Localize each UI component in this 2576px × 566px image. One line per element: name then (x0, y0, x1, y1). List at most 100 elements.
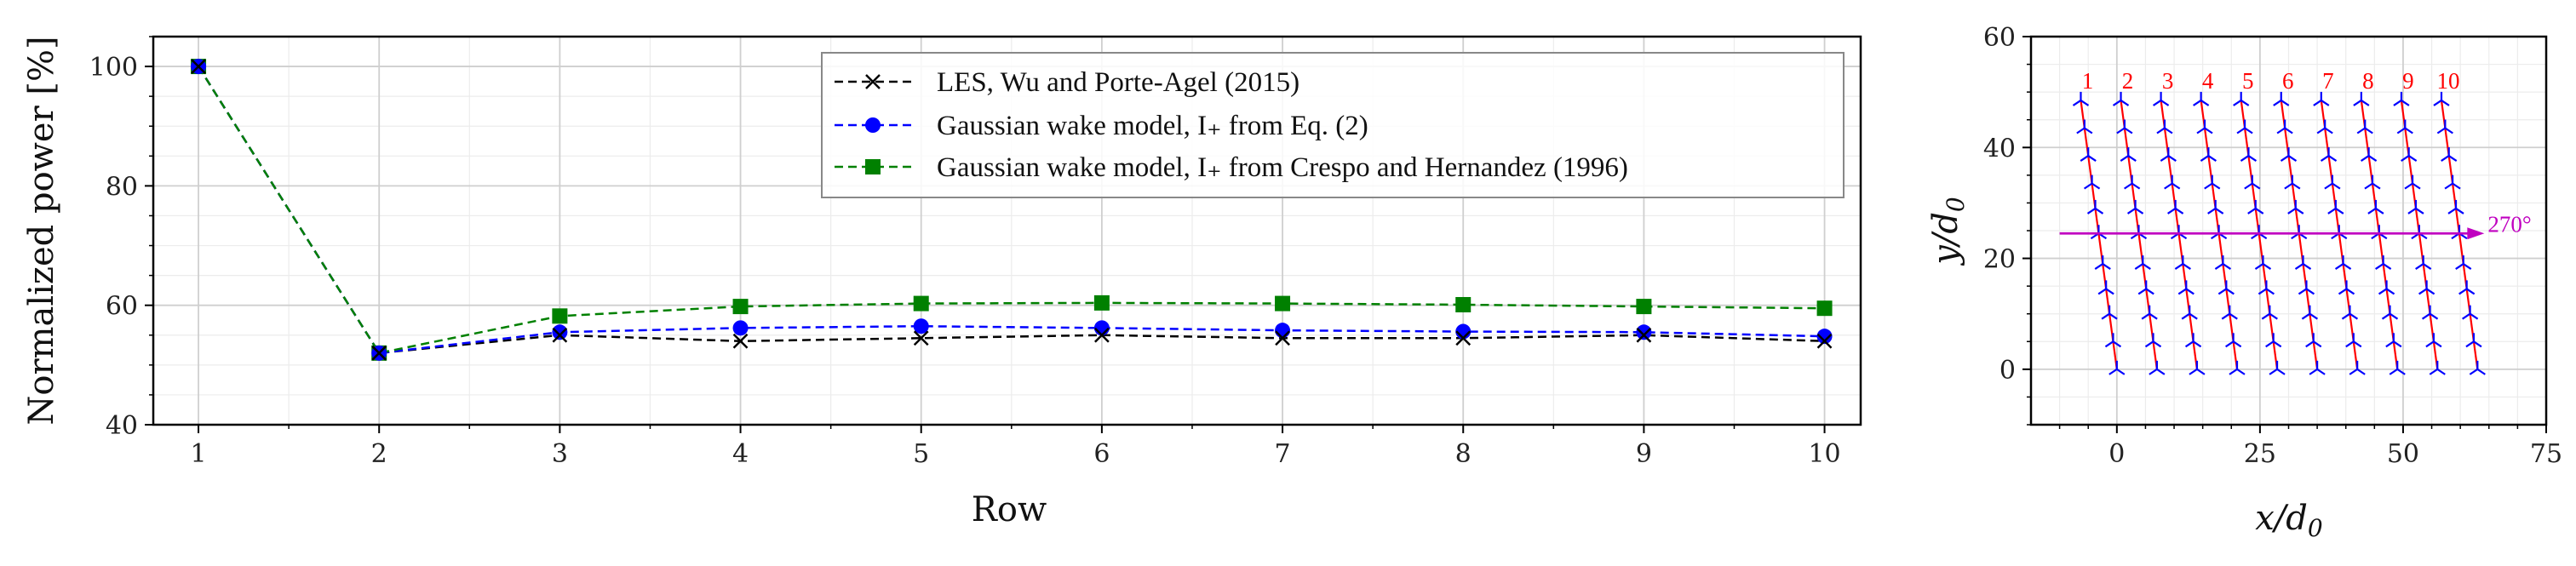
turbine-blade (2378, 288, 2388, 295)
turbine-blade (2301, 312, 2310, 320)
turbine-icon (2447, 199, 2464, 214)
data-point-stroke (1636, 327, 1652, 343)
turbine-icon (2429, 360, 2446, 375)
turbine-blade (2356, 368, 2366, 375)
turbine-blade (2167, 208, 2177, 214)
turbine-blade (2204, 127, 2213, 134)
data-point-stroke (1094, 327, 1110, 343)
turbine-blade (2105, 288, 2114, 295)
turbine-blade (2302, 263, 2312, 271)
turbine-blade (2423, 263, 2432, 271)
data-point (913, 318, 929, 334)
turbine-blade (2094, 263, 2103, 271)
turbine-blade (2321, 99, 2330, 106)
turbine-blade (2469, 368, 2478, 375)
turbine-icon (2097, 280, 2114, 295)
data-point-stroke (913, 330, 929, 346)
turbine-blade (2408, 155, 2418, 162)
data-point (1816, 333, 1833, 349)
turbine-icon (2229, 360, 2246, 375)
row-number-label: 1 (2082, 68, 2094, 94)
turbine-blade (2455, 263, 2464, 271)
turbine-blade (2309, 368, 2318, 375)
turbine-icon (2301, 305, 2318, 320)
turbine-icon (2364, 174, 2381, 190)
turbine-blade (2381, 312, 2391, 320)
turbine-blade (2276, 368, 2286, 375)
turbine-blade (2247, 208, 2257, 214)
turbine-blade (2134, 208, 2144, 214)
turbine-icon (2421, 305, 2439, 320)
turbine-blade (2269, 368, 2278, 375)
turbine-blade (2345, 340, 2355, 348)
turbine-blade (2353, 340, 2362, 348)
turbine-icon (2298, 280, 2315, 295)
x-tick-label: 7 (1275, 439, 1291, 469)
turbine-blade (2309, 312, 2318, 320)
legend-marker (865, 117, 881, 133)
turbine-icon (2167, 199, 2184, 214)
turbine-blade (2393, 340, 2402, 348)
turbine-icon (2254, 255, 2272, 271)
x-tick-label: 25 (2244, 439, 2276, 469)
turbine-blade (2298, 288, 2308, 295)
turbine-blade (2120, 99, 2130, 106)
turbine-icon (2108, 360, 2126, 375)
turbine-blade (2207, 155, 2217, 162)
turbine-blade (2407, 208, 2417, 214)
turbine-blade (2265, 288, 2275, 295)
row-number-label: 5 (2242, 68, 2254, 94)
turbine-blade (2149, 368, 2158, 375)
legend-entry-gaussian-crespo: Gaussian wake model, I₊ from Crespo and … (835, 152, 1628, 183)
layout-chart-xlabel: x/d0 (2255, 499, 2322, 542)
x-tick-label: 8 (1455, 439, 1472, 469)
turbine-blade (2164, 182, 2173, 190)
power-chart-frame (152, 35, 1862, 426)
data-point-stroke (732, 333, 749, 349)
legend-marker-gaussian-eq2 (865, 117, 881, 133)
row-line (2240, 100, 2279, 370)
turbine-blade (2196, 127, 2206, 134)
turbine-blade (2305, 288, 2315, 295)
turbine-blade (2247, 155, 2258, 162)
x-tick-label: 6 (1093, 439, 1110, 469)
row-line (2200, 100, 2239, 370)
turbine-blade (2418, 288, 2428, 295)
turbine-icon (2415, 255, 2432, 271)
power-chart-ylabel: Normalized power [%] (22, 36, 61, 425)
turbine-icon (2393, 91, 2410, 106)
turbine-blade (2463, 263, 2472, 271)
turbine-blade (2258, 288, 2268, 295)
row-line (2400, 100, 2439, 370)
turbine-blade (2193, 99, 2202, 106)
turbine-icon (2305, 333, 2322, 348)
turbine-blade (2265, 340, 2275, 348)
turbine-icon (2433, 91, 2450, 106)
turbine-blade (2426, 288, 2435, 295)
turbine-blade (2441, 155, 2450, 162)
data-point (913, 330, 929, 346)
data-point (552, 324, 568, 340)
row-line (2120, 100, 2158, 370)
turbine-blade (2156, 127, 2166, 134)
turbine-blade (2385, 340, 2395, 348)
turbine-icon (2083, 174, 2101, 190)
turbine-blade (2292, 182, 2301, 190)
turbine-icon (2269, 360, 2286, 375)
turbine-blade (2465, 340, 2475, 348)
turbine-icon (2134, 255, 2151, 271)
x-tick-label: 9 (1636, 439, 1652, 469)
legend-marker-gaussian-crespo (865, 159, 881, 174)
turbine-icon (2149, 360, 2166, 375)
turbine-blade (2281, 99, 2290, 106)
y-tick-label: 60 (106, 292, 138, 322)
turbine-blade (2091, 182, 2101, 190)
data-point-stroke (1816, 333, 1833, 349)
turbine-icon (2334, 255, 2352, 271)
turbine-icon (2444, 174, 2461, 190)
turbine-blade (2124, 182, 2133, 190)
turbine-blade (2316, 368, 2326, 375)
row-line (2440, 100, 2479, 370)
turbine-blade (2145, 288, 2154, 295)
turbine-blade (2367, 155, 2378, 162)
